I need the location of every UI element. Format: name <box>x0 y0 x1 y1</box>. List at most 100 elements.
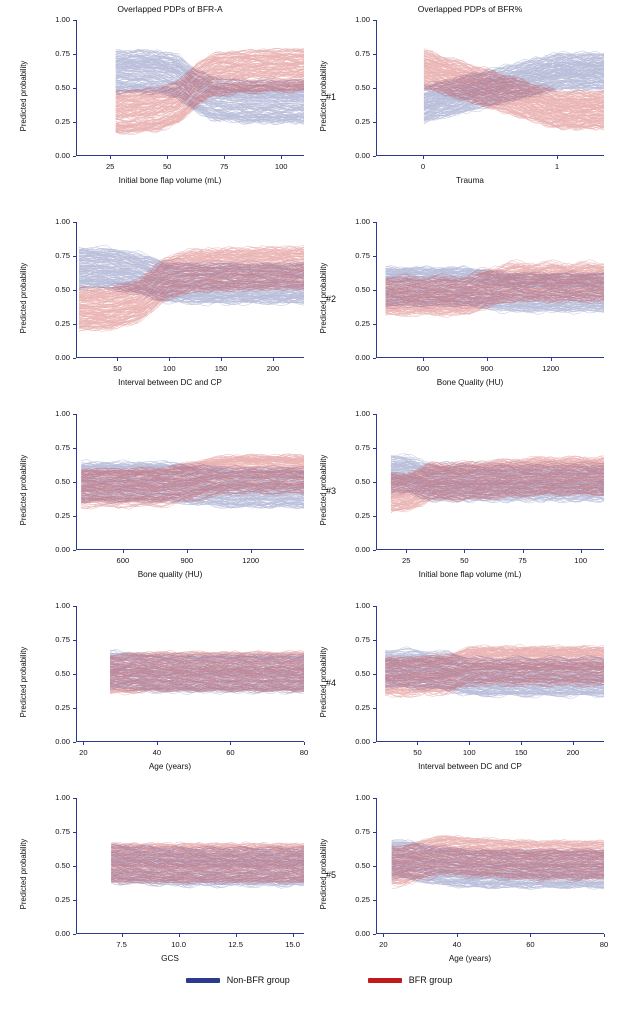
x-tick-mark <box>422 156 424 159</box>
y-tick-mark <box>373 358 376 359</box>
x-tick-label: 40 <box>452 940 462 949</box>
y-tick-mark <box>73 54 76 55</box>
x-tick-label: 40 <box>152 748 162 757</box>
y-tick-mark <box>73 88 76 89</box>
y-tick-mark <box>373 640 376 641</box>
panel-left-3: Predicted probability Bone quality (HU) … <box>19 398 320 594</box>
y-tick-mark <box>373 256 376 257</box>
x-tick-label: 900 <box>180 556 194 565</box>
panel-left-2: Predicted probability Interval between D… <box>19 206 320 402</box>
y-tick-mark <box>73 832 76 833</box>
x-tick-mark <box>83 742 85 745</box>
y-tick-mark <box>373 414 376 415</box>
rank-label-1: #1 <box>326 92 337 102</box>
y-tick-label: 0.00 <box>55 737 70 746</box>
plot-area-left-2 <box>76 222 304 358</box>
y-tick-label: 1.00 <box>55 15 70 24</box>
x-tick-mark <box>486 358 488 361</box>
y-tick-mark <box>373 606 376 607</box>
y-tick-label: 0.75 <box>355 251 370 260</box>
x-tick-mark <box>178 934 180 937</box>
y-tick-label: 0.25 <box>355 703 370 712</box>
panel-left-1: Overlapped PDPs of BFR-A Predicted proba… <box>19 4 320 200</box>
y-tick-mark <box>373 934 376 935</box>
y-tick-mark <box>373 54 376 55</box>
x-tick-label: 60 <box>226 748 235 757</box>
plot-area-left-1 <box>76 20 304 156</box>
y-tick-mark <box>373 156 376 157</box>
x-tick-mark <box>156 742 158 745</box>
y-tick-mark <box>373 20 376 21</box>
x-tick-mark <box>221 358 223 361</box>
x-tick-mark <box>281 156 283 159</box>
legend-label-bfr: BFR group <box>408 975 453 985</box>
x-tick-mark <box>522 550 524 553</box>
x-axis-label-right-3: Initial bone flap volume (mL) <box>418 570 522 579</box>
y-tick-label: 0.00 <box>355 737 370 746</box>
y-tick-mark <box>373 866 376 867</box>
x-tick-mark <box>406 550 408 553</box>
y-tick-mark <box>373 900 376 901</box>
x-axis-label-right-2: Bone Quality (HU) <box>436 378 504 387</box>
y-tick-label: 0.00 <box>355 353 370 362</box>
y-tick-mark <box>73 482 76 483</box>
x-tick-mark <box>530 934 532 937</box>
x-tick-label: 12.5 <box>228 940 243 949</box>
x-axis-label-left-2: Interval between DC and CP <box>118 378 222 387</box>
plot-area-right-5 <box>376 798 604 934</box>
plot-area-right-3 <box>376 414 604 550</box>
x-tick-mark <box>167 156 169 159</box>
y-tick-label: 0.25 <box>355 319 370 328</box>
x-tick-mark <box>224 156 226 159</box>
left-column-title: Overlapped PDPs of BFR-A <box>117 4 223 14</box>
plot-area-right-4 <box>376 606 604 742</box>
x-tick-label: 50 <box>162 162 172 171</box>
x-tick-label: 75 <box>518 556 527 565</box>
x-tick-label: 80 <box>599 940 609 949</box>
plot-area-left-4 <box>76 606 304 742</box>
rank-label-2: #2 <box>326 294 337 304</box>
y-tick-label: 0.00 <box>355 151 370 160</box>
x-axis-label-right-5: Age (years) <box>448 954 492 963</box>
y-tick-label: 0.75 <box>55 49 70 58</box>
rank-label-3: #3 <box>326 486 337 496</box>
y-tick-mark <box>373 290 376 291</box>
y-tick-label: 1.00 <box>355 15 370 24</box>
x-axis-label-right-4: Interval between DC and CP <box>418 762 522 771</box>
x-axis-label-right-1: Trauma <box>456 176 484 185</box>
x-tick-mark <box>557 156 559 159</box>
x-tick-mark <box>456 934 458 937</box>
x-axis-label-left-1: Initial bone flap volume (mL) <box>118 176 222 185</box>
y-tick-mark <box>373 550 376 551</box>
y-tick-label: 1.00 <box>55 217 70 226</box>
y-tick-mark <box>73 606 76 607</box>
y-tick-label: 0.50 <box>355 669 370 678</box>
y-tick-label: 0.75 <box>55 443 70 452</box>
x-tick-mark <box>186 550 188 553</box>
legend-item-bfr: BFR group <box>367 975 453 985</box>
y-tick-label: 0.75 <box>55 251 70 260</box>
y-tick-mark <box>373 798 376 799</box>
x-tick-mark <box>121 934 123 937</box>
x-tick-mark <box>580 550 582 553</box>
y-tick-label: 0.75 <box>55 827 70 836</box>
x-tick-mark <box>464 550 466 553</box>
y-tick-mark <box>373 222 376 223</box>
x-tick-mark <box>110 156 112 159</box>
x-tick-label: 25 <box>402 556 411 565</box>
x-tick-label: 15.0 <box>285 940 300 949</box>
x-tick-mark <box>117 358 119 361</box>
y-tick-mark <box>73 156 76 157</box>
x-tick-mark <box>250 550 252 553</box>
y-tick-mark <box>73 900 76 901</box>
legend-swatch-non-bfr <box>185 977 220 983</box>
x-tick-mark <box>122 550 124 553</box>
y-tick-mark <box>373 742 376 743</box>
x-tick-mark <box>604 934 605 937</box>
legend: Non-BFR group BFR group <box>0 975 638 985</box>
x-tick-label: 1200 <box>242 556 260 565</box>
y-tick-label: 1.00 <box>355 409 370 418</box>
x-tick-label: 1 <box>554 162 560 171</box>
x-tick-mark <box>469 742 471 745</box>
